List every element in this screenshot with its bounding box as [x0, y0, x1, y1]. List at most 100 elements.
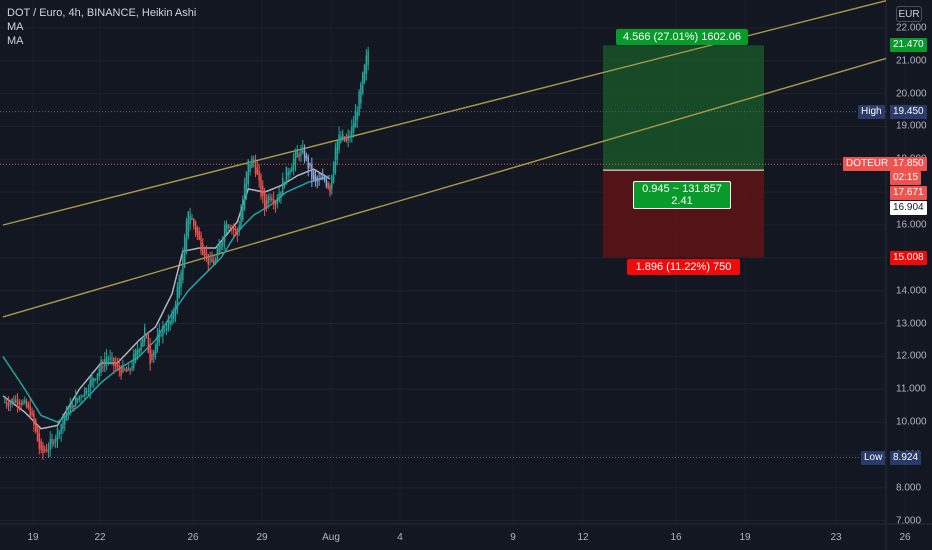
candle-body [202, 243, 204, 255]
candle-body [234, 228, 237, 231]
chart-legend: DOT / Euro, 4h, BINANCE, Heikin Ashi MA … [7, 6, 196, 48]
candle-body [167, 320, 170, 330]
symbol-title[interactable]: DOT / Euro, 4h, BINANCE, Heikin Ashi [7, 7, 197, 19]
ma-line-1 [2, 168, 331, 430]
candle-body [31, 411, 33, 415]
candle-body [98, 368, 101, 377]
candle-body [125, 369, 128, 372]
candle-countdown: 02:15 [890, 171, 922, 185]
moving-averages [2, 168, 331, 430]
candle-body [111, 357, 113, 359]
candle-body [325, 178, 328, 187]
loss-label[interactable]: 1.896 (11.22%) 750 [627, 259, 740, 275]
candle-body [74, 396, 77, 407]
candle-body [205, 253, 208, 255]
candle-body [143, 327, 146, 342]
candle-body [11, 398, 13, 404]
candle-body [145, 334, 148, 336]
candle-body [56, 428, 59, 441]
candle-body [91, 377, 93, 386]
candle-body [16, 400, 19, 405]
candle-body [69, 404, 71, 414]
time-tick: 4 [397, 532, 403, 543]
candle-body [154, 344, 157, 355]
candle-body [289, 170, 291, 174]
candle-body [29, 405, 31, 418]
candle-body [107, 359, 110, 361]
position-zones [603, 45, 764, 258]
candle-body [104, 359, 106, 367]
low-tag: Low [861, 451, 886, 465]
candle-body [267, 196, 269, 204]
candle-body [158, 329, 160, 343]
candle-body [278, 193, 280, 202]
position-center-label[interactable]: 0.945 ~ 131.857 2.41 [633, 181, 731, 209]
candle-body [323, 178, 326, 180]
candle-body [363, 64, 366, 83]
candle-body [220, 242, 222, 250]
candle-body [18, 402, 21, 404]
horizontal-lines [0, 111, 886, 458]
candle-body [44, 449, 46, 452]
candle-body [13, 401, 15, 404]
risk-ratio-text: 2.41 [671, 195, 693, 207]
candle-body [149, 343, 151, 364]
candle-body [351, 126, 353, 137]
candle-body [33, 413, 35, 426]
profit-zone [603, 45, 764, 171]
candle-body [223, 225, 226, 243]
candle-body [73, 405, 75, 408]
ma-indicator-2[interactable]: MA [7, 35, 24, 47]
candle-body [356, 111, 358, 120]
line-price-label: 16.904 [890, 201, 927, 215]
high-price-label: 19.450 [890, 105, 927, 119]
candle-body [292, 158, 295, 170]
candle-body [156, 335, 159, 350]
candle-body [165, 329, 168, 331]
candle-body [238, 225, 240, 233]
candle-body [85, 391, 88, 393]
candle-body [49, 438, 51, 450]
symbol-tag: DOTEUR [843, 157, 892, 171]
candle-body [94, 378, 97, 380]
candle-body [232, 227, 235, 230]
candle-body [263, 191, 266, 210]
candle-body [171, 314, 173, 323]
candle-body [147, 334, 150, 354]
candle-body [82, 395, 84, 398]
candle-body [216, 248, 219, 262]
candle-body [311, 164, 313, 179]
candle-body [305, 155, 308, 159]
candle-body [242, 198, 244, 221]
time-tick: 12 [577, 532, 589, 543]
candle-body [341, 133, 344, 140]
candle-body [352, 123, 355, 132]
candle-body [51, 438, 53, 445]
candle-body [122, 365, 124, 372]
currency-button[interactable]: EUR [896, 6, 922, 22]
candle-body [93, 378, 95, 382]
candle-body [361, 72, 364, 94]
candle-body [336, 140, 338, 160]
price-tick: 19.000 [896, 120, 927, 132]
candlesticks [4, 46, 369, 460]
candle-body [109, 357, 111, 360]
candle-body [127, 367, 130, 371]
candle-body [280, 191, 282, 198]
candle-body [262, 185, 264, 197]
candle-body [87, 390, 90, 392]
candle-body [354, 112, 357, 128]
candle-body [78, 395, 81, 400]
candle-body [196, 227, 199, 236]
candle-body [47, 448, 50, 451]
candle-body [14, 399, 17, 403]
profit-label[interactable]: 4.566 (27.01%) 1602.06 [616, 29, 748, 45]
candle-body [71, 400, 73, 410]
candle-body [343, 136, 346, 141]
candle-body [105, 356, 108, 363]
ma-indicator-1[interactable]: MA [7, 21, 24, 33]
candle-body [169, 320, 171, 325]
candle-body [207, 254, 210, 265]
